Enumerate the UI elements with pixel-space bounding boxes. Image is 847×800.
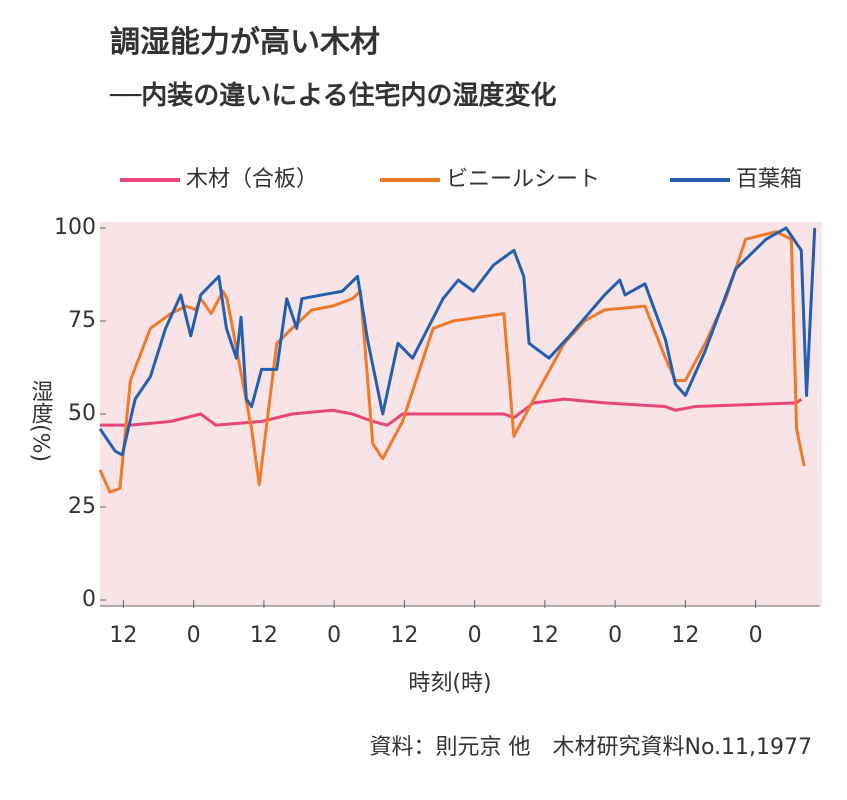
x-tick-label: 12 xyxy=(109,623,137,648)
x-tick-label: 12 xyxy=(531,623,559,648)
x-tick-label: 12 xyxy=(250,623,278,648)
source-note: 資料：則元京 他 木材研究資料No.11,1977 xyxy=(370,735,813,760)
legend-label: ビニールシート xyxy=(446,167,600,192)
x-tick-label: 0 xyxy=(468,623,482,648)
y-tick-label: 0 xyxy=(82,587,96,612)
data-line xyxy=(100,397,803,427)
legend-label: 百葉箱 xyxy=(736,167,802,192)
x-axis-label: 時刻(時) xyxy=(408,671,491,696)
y-tick-label: 50 xyxy=(68,401,96,426)
x-tick-label: 12 xyxy=(671,623,699,648)
legend-label: 木材（合板） xyxy=(186,167,318,192)
y-tick-label: 25 xyxy=(68,494,96,519)
data-line xyxy=(98,230,806,494)
x-tick-label: 0 xyxy=(187,623,201,648)
y-tick-label: 100 xyxy=(54,215,96,240)
data-line xyxy=(98,226,817,457)
x-tick-label: 12 xyxy=(390,623,418,648)
x-tick-label: 0 xyxy=(327,623,341,648)
chart-title: 調湿能力が高い木材 xyxy=(110,25,380,60)
y-axis-label: 湿度(%) xyxy=(28,380,54,462)
x-tick-label: 0 xyxy=(608,623,622,648)
x-tick-label: 0 xyxy=(749,623,763,648)
chart-subtitle: ──内装の違いによる住宅内の湿度変化 xyxy=(109,80,557,111)
y-tick-label: 75 xyxy=(68,308,96,333)
